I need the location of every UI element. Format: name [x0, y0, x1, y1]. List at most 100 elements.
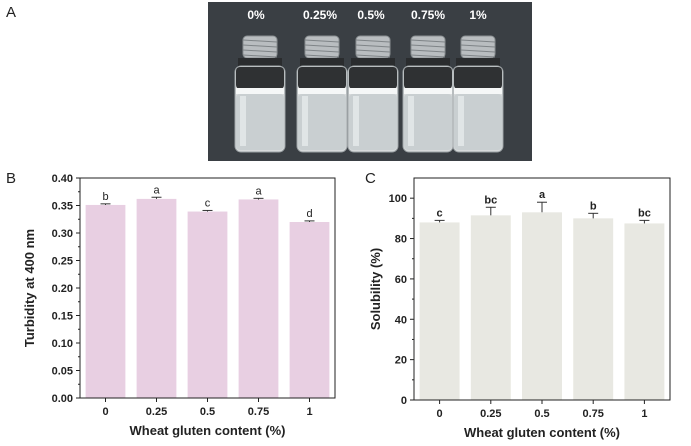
- panel-letter-c: C: [365, 170, 376, 187]
- significance-letter: c: [437, 207, 443, 219]
- bar: [289, 222, 330, 398]
- vial-label: 0%: [247, 8, 265, 22]
- vial-liquid: [236, 94, 284, 150]
- significance-letter: b: [590, 200, 597, 212]
- y-tick-label: 0: [401, 395, 407, 407]
- vial-neck: [351, 58, 395, 68]
- vial-thread: [355, 39, 391, 43]
- vial-thread: [410, 49, 446, 53]
- y-tick-label: 60: [395, 274, 407, 286]
- y-tick-label: 0.35: [52, 201, 73, 213]
- y-tick-label: 0.00: [52, 393, 73, 405]
- vial-thread: [410, 39, 446, 43]
- vial-liquid: [454, 94, 502, 150]
- vial-highlight: [302, 96, 308, 146]
- significance-letter: b: [102, 191, 108, 203]
- x-tick-label: 0.5: [200, 406, 215, 418]
- vial-thread: [460, 44, 496, 48]
- bar: [470, 215, 511, 400]
- vial-thread: [304, 49, 340, 53]
- x-tick-label: 0.75: [248, 406, 269, 418]
- vial-liquid: [404, 94, 452, 150]
- vial-liquid: [298, 94, 346, 150]
- x-axis-label: Wheat gluten content (%): [130, 423, 286, 438]
- significance-letter: a: [539, 189, 546, 201]
- vial-thread: [242, 39, 278, 43]
- vial-meniscus: [236, 88, 284, 94]
- y-tick-label: 20: [395, 355, 407, 367]
- vial-label: 1%: [469, 8, 487, 22]
- vial-thread: [242, 54, 278, 58]
- vial-thread: [355, 44, 391, 48]
- vial-highlight: [353, 96, 359, 146]
- vial-meniscus: [404, 88, 452, 94]
- vial: [296, 35, 348, 153]
- vial-headspace: [298, 67, 346, 89]
- y-tick-label: 0.30: [52, 228, 73, 240]
- significance-letter: a: [153, 184, 160, 196]
- y-tick-label: 80: [395, 234, 407, 246]
- vial: [347, 35, 399, 153]
- vial-thread: [410, 54, 446, 58]
- vial: [452, 35, 504, 153]
- x-tick-label: 1: [306, 406, 312, 418]
- vial-neck: [456, 58, 500, 68]
- vial-label: 0.5%: [357, 8, 385, 22]
- x-tick-label: 0: [102, 406, 108, 418]
- y-tick-label: 0.25: [52, 256, 73, 268]
- vial-label: 0.25%: [303, 8, 337, 22]
- x-axis-label: Wheat gluten content (%): [464, 425, 620, 440]
- y-axis-label: Solubility (%): [368, 248, 383, 330]
- significance-letter: bc: [484, 194, 497, 206]
- solubility-chart: c 0 bc 0.25 a 0.5 b 0.75 bc 1 0 20 40 60 80 100 Wheat gl…: [368, 177, 671, 440]
- vial-neck: [238, 58, 282, 68]
- vial-thread: [242, 44, 278, 48]
- significance-letter: c: [205, 197, 211, 209]
- vial-thread: [304, 54, 340, 58]
- plot-frame: [413, 177, 671, 401]
- vial-thread: [304, 44, 340, 48]
- panel-letter-b: B: [6, 170, 17, 187]
- vial-thread: [355, 49, 391, 53]
- vials-group: [234, 35, 504, 153]
- bar: [624, 223, 665, 400]
- x-tick-label: 0.5: [534, 408, 549, 420]
- vial-thread: [460, 54, 496, 58]
- significance-letter: d: [306, 208, 312, 220]
- vial-thread: [410, 44, 446, 48]
- y-tick-label: 0.20: [52, 283, 73, 295]
- y-tick-label: 0.40: [52, 173, 73, 185]
- vial-highlight: [458, 96, 464, 146]
- y-tick-label: 40: [395, 314, 407, 326]
- vial-label: 0.75%: [411, 8, 445, 22]
- vial-thread: [355, 54, 391, 58]
- significance-letter: a: [255, 185, 262, 197]
- y-tick-label: 0.10: [52, 338, 73, 350]
- plot-frame: [79, 177, 336, 399]
- x-tick-label: 0.25: [146, 406, 167, 418]
- x-tick-label: 0: [437, 408, 443, 420]
- x-tick-label: 0.75: [582, 408, 603, 420]
- x-tick-label: 0.25: [480, 408, 501, 420]
- photo-labels-group: 0% 0.25% 0.5% 0.75% 1%: [247, 8, 487, 22]
- vial: [234, 35, 286, 153]
- vial-headspace: [404, 67, 452, 89]
- x-tick-label: 1: [641, 408, 647, 420]
- bar: [419, 222, 460, 400]
- vial-highlight: [240, 96, 246, 146]
- bar: [522, 212, 562, 400]
- vial-meniscus: [349, 88, 397, 94]
- vial-meniscus: [298, 88, 346, 94]
- bar: [136, 198, 177, 398]
- panel-letter-a: A: [6, 4, 17, 21]
- bar: [573, 218, 614, 400]
- turbidity-chart: b 0 a 0.25 c 0.5 a 0.75 d 1 0.00 0.05 0.10 0.15 0.20 0.…: [22, 173, 336, 438]
- vial-photo: 0% 0.25% 0.5% 0.75% 1%: [208, 2, 532, 161]
- vial-meniscus: [454, 88, 502, 94]
- bar: [85, 204, 126, 398]
- vial-thread: [460, 49, 496, 53]
- y-tick-label: 0.05: [52, 366, 73, 378]
- y-axis-label: Turbidity at 400 nm: [22, 229, 37, 347]
- vial-thread: [304, 39, 340, 43]
- y-tick-label: 100: [389, 193, 407, 205]
